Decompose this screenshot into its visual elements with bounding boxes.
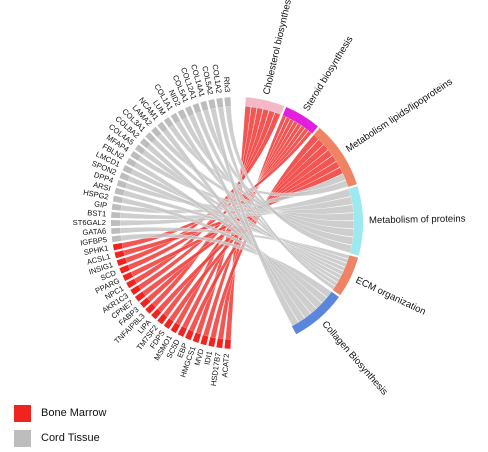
gene-arc-cpne7 [134, 291, 146, 302]
gene-arc-tm7sf2 [157, 313, 168, 325]
pathway-arc-ecm-organization [332, 255, 359, 296]
gene-arc-col12a1 [192, 103, 202, 114]
gene-arc-col3a1 [145, 132, 156, 143]
gene-arc-idi1 [208, 336, 216, 347]
pathway-arc-metabolism-of-proteins [348, 186, 363, 256]
ribbon-rfx3-metabolism-of-proteins [225, 105, 353, 254]
gene-label-st6gal2: ST6GAL2 [73, 218, 106, 227]
gene-arc-hsd17b7 [216, 338, 224, 349]
gene-arc-rfx3 [224, 97, 231, 107]
legend-label-cord-tissue: Cord Tissue [41, 432, 100, 444]
ribbons-group [119, 105, 355, 341]
gene-arc-sphk1 [112, 242, 123, 251]
gene-arc-pparg [122, 271, 134, 282]
gene-label-gata6: GATA6 [82, 227, 106, 238]
gene-arc-sc5d [177, 326, 187, 337]
gene-label-bst1: BST1 [87, 208, 107, 218]
pathway-arc-collagen-biosynthesis [291, 291, 339, 335]
gene-arc-msmo1 [170, 322, 181, 334]
gene-arc-igfbp5 [111, 235, 122, 243]
pathway-label-cholesterol-biosynthesis: Cholesterol biosynthesis [261, 0, 295, 96]
gene-label-rfx3: Rfx3 [222, 76, 232, 92]
gene-arc-acsl1 [114, 250, 125, 259]
legend-item-bone-marrow: Bone Marrow [14, 402, 106, 424]
gene-arc-dpp4 [116, 179, 128, 189]
gene-arc-fabp3 [139, 297, 151, 308]
legend-item-cord-tissue: Cord Tissue [14, 427, 106, 449]
arcs-group [111, 97, 363, 349]
gene-arc-npc1 [126, 278, 137, 289]
gene-arc-mvd [200, 334, 209, 346]
ribbon-col5a1-collagen-biosynthesis [188, 114, 306, 323]
gene-arc-ncam1 [157, 121, 168, 133]
gene-arc-col1a1 [170, 112, 181, 124]
gene-arc-hspg2 [112, 195, 123, 204]
gene-arc-col5a2 [208, 99, 216, 110]
ribbon-pparg-metabolism-lipids-lipoproteins [130, 161, 341, 278]
pathway-label-steroid-biosynthesis: Steroid biosynthesis [301, 34, 355, 113]
legend-swatch-bone-marrow [14, 404, 31, 422]
gene-label-mvd: MVD [193, 347, 206, 366]
gene-arc-insig1 [116, 257, 128, 267]
gene-label-col1a2: COL1A2 [211, 64, 224, 94]
pathway-label-collagen-biosynthesis: Collagen Biosynthesis [319, 319, 389, 398]
gene-label-igfbp5: IGFBP5 [80, 235, 108, 247]
gene-arc-col4a5 [134, 144, 146, 155]
pathway-arc-metabolism-lipids-lipoproteins [313, 127, 357, 187]
gene-arc-col14a1 [200, 100, 209, 112]
gene-arc-fdps [163, 318, 174, 329]
legend-label-bone-marrow: Bone Marrow [41, 407, 107, 419]
gene-arc-col1a2 [216, 97, 224, 108]
ribbon-hspg2-collagen-biosynthesis [121, 197, 328, 304]
pathway-label-metabolism-lipids-lipoproteins: Metabolism lipids/lipoproteins [344, 76, 455, 154]
gene-arc-fbln2 [126, 157, 137, 168]
legend-swatch-cord-tissue [14, 429, 31, 447]
gene-arc-bst1 [111, 211, 121, 219]
gene-arc-st6gal2 [111, 220, 121, 226]
gene-arc-lum [163, 117, 174, 128]
gene-arc-ebp [185, 329, 194, 341]
gene-label-acat2: ACAT2 [220, 353, 231, 378]
pathway-label-ecm-organization: ECM organization [354, 275, 428, 318]
gene-arc-gip [111, 203, 122, 211]
ribbon-col8a2-collagen-biosynthesis [146, 143, 317, 314]
pathway-arc-steroid-biosynthesis [282, 107, 318, 134]
gene-label-gip: GIP [94, 199, 108, 210]
gene-arc-tnfaip8l3 [145, 303, 156, 314]
gene-arc-col5a1 [185, 105, 194, 117]
gene-arc-gata6 [111, 227, 121, 235]
gene-arc-mfap4 [130, 150, 142, 161]
gene-arc-lmcd1 [122, 164, 134, 175]
gene-arc-lipa [151, 308, 162, 320]
gene-arc-col8a2 [139, 138, 151, 149]
gene-label-idi1: IDI1 [202, 350, 214, 365]
gene-arc-hmgcs1 [192, 332, 202, 343]
legend: Bone Marrow Cord Tissue [14, 402, 106, 452]
gene-arc-nid2 [177, 109, 187, 120]
gene-arc-arsi [114, 187, 125, 196]
gene-arc-acat2 [224, 339, 231, 349]
gene-arc-akr1c3 [130, 285, 142, 296]
pathway-label-metabolism-of-proteins: Metabolism of proteins [369, 214, 466, 227]
gene-arc-spon2 [119, 172, 130, 182]
pathway-arc-cholesterol-biosynthesis [245, 97, 285, 115]
gene-label-arsi: ARSI [92, 180, 111, 193]
gene-arc-lama2 [151, 126, 162, 138]
gene-arc-scd [119, 264, 130, 274]
